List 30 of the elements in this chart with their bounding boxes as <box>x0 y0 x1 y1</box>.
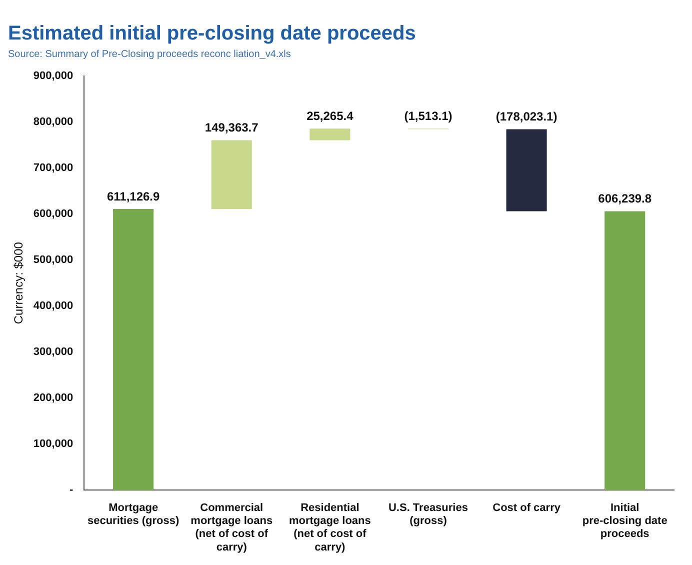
data-label: 149,363.7 <box>204 120 259 135</box>
y-tick-label: 800,000 <box>33 116 74 128</box>
bar <box>113 208 154 490</box>
y-tick-label: 300,000 <box>33 346 74 358</box>
x-tick-label: Commercial mortgage loans (net of cost of carry) <box>190 502 273 554</box>
bar <box>604 211 646 490</box>
y-tick-label: 700,000 <box>33 162 74 174</box>
source-note: Source: Summary of Pre-Closing proceeds reconc liation_v4.xls <box>8 48 291 60</box>
y-tick-label: 100,000 <box>33 438 74 450</box>
bar <box>506 129 547 212</box>
y-tick-label: 400,000 <box>33 300 74 312</box>
chart-title: Estimated initial pre-closing date proceeds <box>8 22 416 45</box>
y-tick-label: - <box>69 484 74 496</box>
x-tick-label: Initial pre-closing date proceeds <box>582 502 668 540</box>
data-label: 611,126.9 <box>106 189 160 204</box>
bar <box>310 128 350 140</box>
y-tick-label: 600,000 <box>33 208 74 220</box>
y-tick-label: 500,000 <box>33 254 74 266</box>
y-tick-label: 900,000 <box>33 70 74 82</box>
x-tick-label: U.S. Treasuries (gross) <box>388 502 468 528</box>
x-tick-label: Cost of carry <box>492 502 562 514</box>
x-tick-label: Mortgage securities (gross) <box>87 502 180 528</box>
y-axis-title: Currency: $000 <box>12 242 26 324</box>
y-tick-label: 200,000 <box>33 392 74 404</box>
data-label: 25,265.4 <box>306 108 354 123</box>
data-label: 606,239.8 <box>598 192 652 206</box>
data-label: (178,023.1) <box>496 110 558 124</box>
data-label: (1,513.1) <box>404 108 452 123</box>
x-tick-label: Residential mortgage loans (net of cost of carry) <box>288 502 371 554</box>
bar <box>211 140 252 209</box>
